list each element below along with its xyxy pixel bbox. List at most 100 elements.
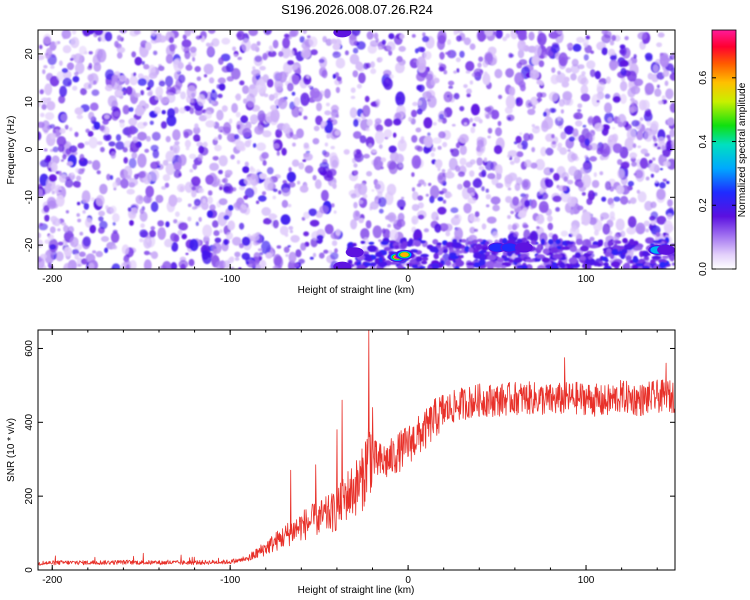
heatmap-hotspot	[333, 30, 352, 38]
heatmap-cell	[182, 34, 187, 40]
heatmap-cell	[548, 239, 554, 245]
heatmap-cell	[241, 236, 251, 246]
heatmap-cell	[50, 215, 58, 223]
heatmap-cell	[620, 161, 630, 169]
snr-xtick-label: 100	[578, 575, 595, 586]
heatmap-cell	[353, 170, 359, 176]
heatmap-cell	[255, 79, 266, 94]
heatmap-cell	[94, 30, 104, 36]
heatmap-cell	[195, 221, 199, 226]
heatmap-cell	[577, 108, 582, 113]
heatmap-cell	[203, 63, 214, 75]
heatmap-cell	[439, 51, 445, 60]
heatmap-cell	[310, 49, 318, 56]
heatmap-cell	[547, 222, 554, 231]
heatmap-cell	[456, 68, 460, 73]
heatmap-cell	[596, 263, 602, 267]
heatmap-cell	[375, 180, 385, 194]
heatmap-cell	[50, 65, 55, 69]
heatmap-cell	[184, 181, 193, 193]
heatmap-cell	[478, 166, 485, 171]
heatmap-cell	[467, 197, 477, 204]
heatmap-cell	[326, 133, 331, 139]
heatmap-cell	[164, 182, 170, 188]
heatmap-cell	[470, 103, 480, 116]
heatmap-cell	[211, 38, 220, 47]
heatmap-cell	[525, 258, 536, 263]
heatmap-cell	[71, 172, 74, 176]
heatmap-cell	[217, 134, 222, 140]
heatmap-cell	[585, 35, 591, 40]
heatmap-cell	[522, 180, 529, 188]
heatmap-cell	[378, 256, 383, 263]
heatmap-cell	[315, 115, 323, 126]
heatmap-cell	[602, 223, 611, 235]
heatmap-cell	[627, 70, 637, 82]
heatmap-cell	[594, 70, 601, 80]
heatmap-cell	[476, 217, 481, 223]
heatmap-cell	[241, 252, 250, 260]
heatmap-cell	[325, 38, 333, 46]
heatmap-cell	[459, 50, 465, 58]
heatmap-cell	[577, 64, 585, 70]
heatmap-cell	[388, 161, 398, 175]
heatmap-cell	[230, 154, 235, 160]
heatmap-cell	[619, 81, 628, 92]
heatmap-cell	[583, 264, 592, 269]
heatmap-cell	[508, 86, 516, 97]
heatmap-cell	[233, 202, 240, 208]
heatmap-cell	[157, 35, 167, 43]
heatmap-cell	[218, 83, 226, 91]
heatmap-cell	[112, 181, 118, 189]
heatmap-cell	[82, 236, 91, 247]
heatmap-cell	[100, 146, 105, 153]
heatmap-cell	[663, 161, 671, 167]
heatmap-cell	[223, 239, 229, 246]
heatmap-cell	[427, 132, 431, 137]
heatmap-cell	[450, 207, 459, 214]
heatmap-cell	[56, 136, 67, 147]
heatmap-cell	[362, 253, 372, 261]
heatmap-cell	[332, 43, 341, 51]
heatmap-cell	[649, 215, 656, 221]
heatmap-cell	[147, 91, 153, 97]
heatmap-cell	[301, 43, 306, 48]
heatmap-cell	[465, 70, 471, 74]
heatmap-cell	[282, 180, 288, 184]
heatmap-cell	[557, 70, 561, 75]
heatmap-cell	[498, 94, 503, 100]
heatmap-cell	[304, 165, 314, 174]
heatmap-cell	[574, 252, 582, 259]
heatmap-cell	[573, 112, 583, 120]
heatmap-cell	[662, 178, 667, 182]
heatmap-cell	[205, 241, 209, 246]
heatmap-cell	[432, 147, 436, 152]
heatmap-cell	[257, 110, 266, 123]
heatmap-cell	[555, 75, 565, 83]
heatmap-cell	[417, 202, 424, 209]
heatmap-cell	[143, 259, 152, 269]
heatmap-cell	[87, 74, 94, 82]
heatmap-cell	[259, 252, 264, 256]
heatmap-cell	[196, 76, 202, 81]
heatmap-cell	[95, 250, 104, 258]
heatmap-cell	[49, 41, 57, 51]
heatmap-cell	[191, 176, 201, 187]
heatmap-cell	[43, 65, 48, 69]
heatmap-cell	[173, 169, 182, 179]
heatmap-cell	[288, 167, 292, 173]
heatmap-cell	[517, 49, 525, 59]
heatmap-cell	[198, 187, 205, 194]
heatmap-cell	[300, 92, 310, 107]
heatmap-cell	[601, 34, 612, 44]
heatmap-cell	[603, 262, 609, 267]
heatmap-cell	[234, 257, 240, 261]
heatmap-cell	[614, 240, 622, 244]
heatmap-cell	[517, 39, 526, 52]
heatmap-cell	[54, 184, 62, 195]
heatmap-cell	[521, 140, 528, 150]
heatmap-cell	[524, 193, 529, 198]
heatmap-cell	[168, 194, 178, 207]
heatmap-cell	[112, 213, 120, 223]
heatmap-cell	[393, 118, 402, 126]
